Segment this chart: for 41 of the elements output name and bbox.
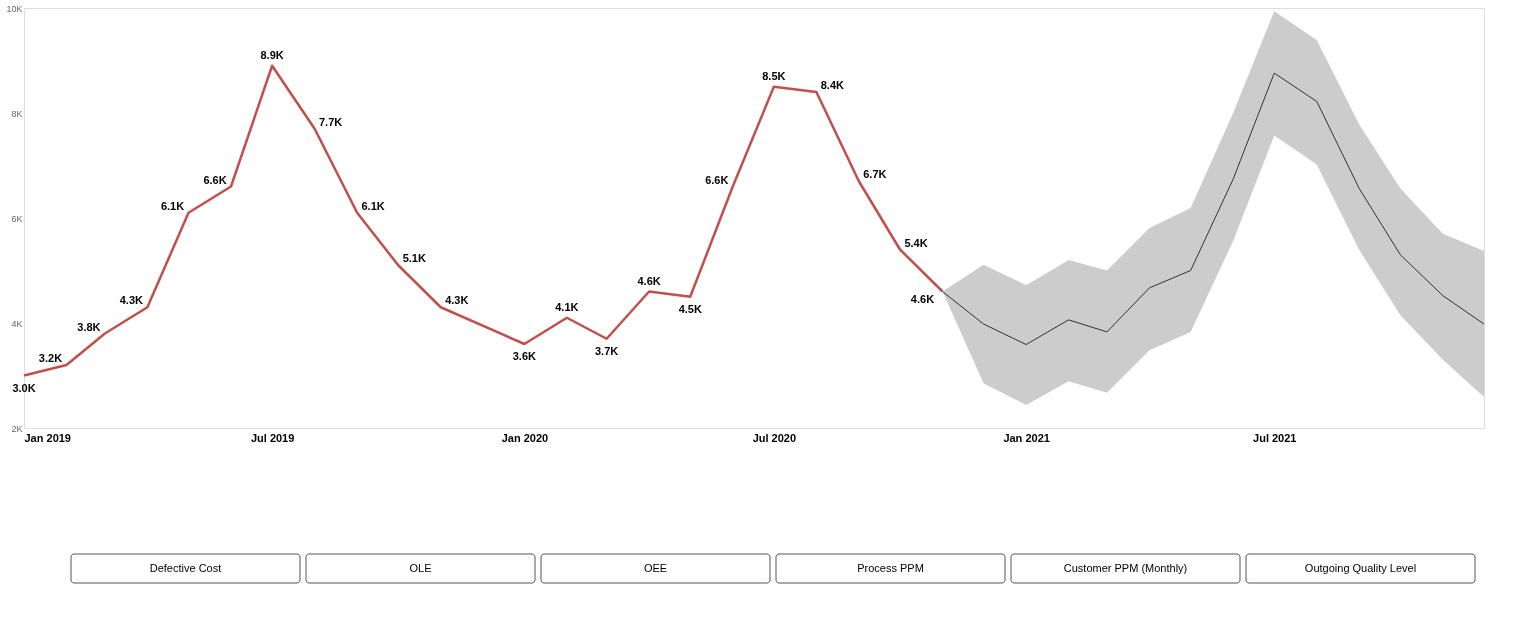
data-label: 3.8K [77,320,101,333]
data-label: 4.3K [119,294,144,307]
line-series [22,64,944,377]
data-label: 8.5K [762,69,786,82]
data-label: 5.4K [904,236,928,249]
data-label: 7.7K [319,115,343,128]
x-tick-label: Jul 2019 [250,431,295,444]
text: Customer PPM (Monthly) [1063,562,1188,574]
data-label: 5.1K [402,252,426,265]
text: Outgoing Quality Level [1304,562,1417,574]
data-label: 6.1K [160,199,185,212]
x-tick-label: Jan 2020 [501,431,549,444]
data-label: 4.1K [555,300,579,313]
data-label: 3.7K [595,344,619,357]
text: Defective Cost [149,562,222,574]
line-series [942,72,1485,346]
data-label: 4.6K [910,292,935,305]
data-label: 3.0K [12,381,36,394]
data-label: 6.1K [361,199,385,212]
data-label: 4.6K [637,274,661,287]
text: OEE [643,562,668,574]
x-tick-label: Jul 2020 [752,431,797,444]
y-tick-label: 4K [11,318,23,329]
y-tick-label: 2K [11,423,23,434]
x-tick-label: Jul 2021 [1253,431,1297,444]
data-label: 8.4K [820,79,845,91]
y-tick-label: 10K [6,3,23,14]
data-label: 3.2K [38,352,63,364]
text: Process PPM [857,562,924,574]
data-label: 6.6K [203,173,227,186]
x-tick-label: Jan 2021 [1003,431,1050,444]
x-tick-label: Jan 2019 [24,431,71,444]
y-tick-label: 6K [11,213,23,224]
data-label: 4.3K [445,294,469,307]
data-label: 6.7K [863,168,887,181]
data-label: 6.6K [705,173,729,186]
data-label: 3.6K [512,350,537,362]
data-label: 8.9K [260,48,284,61]
text: OLE [409,562,432,574]
data-label: 4.5K [678,302,702,315]
y-tick-label: 8K [11,108,23,119]
